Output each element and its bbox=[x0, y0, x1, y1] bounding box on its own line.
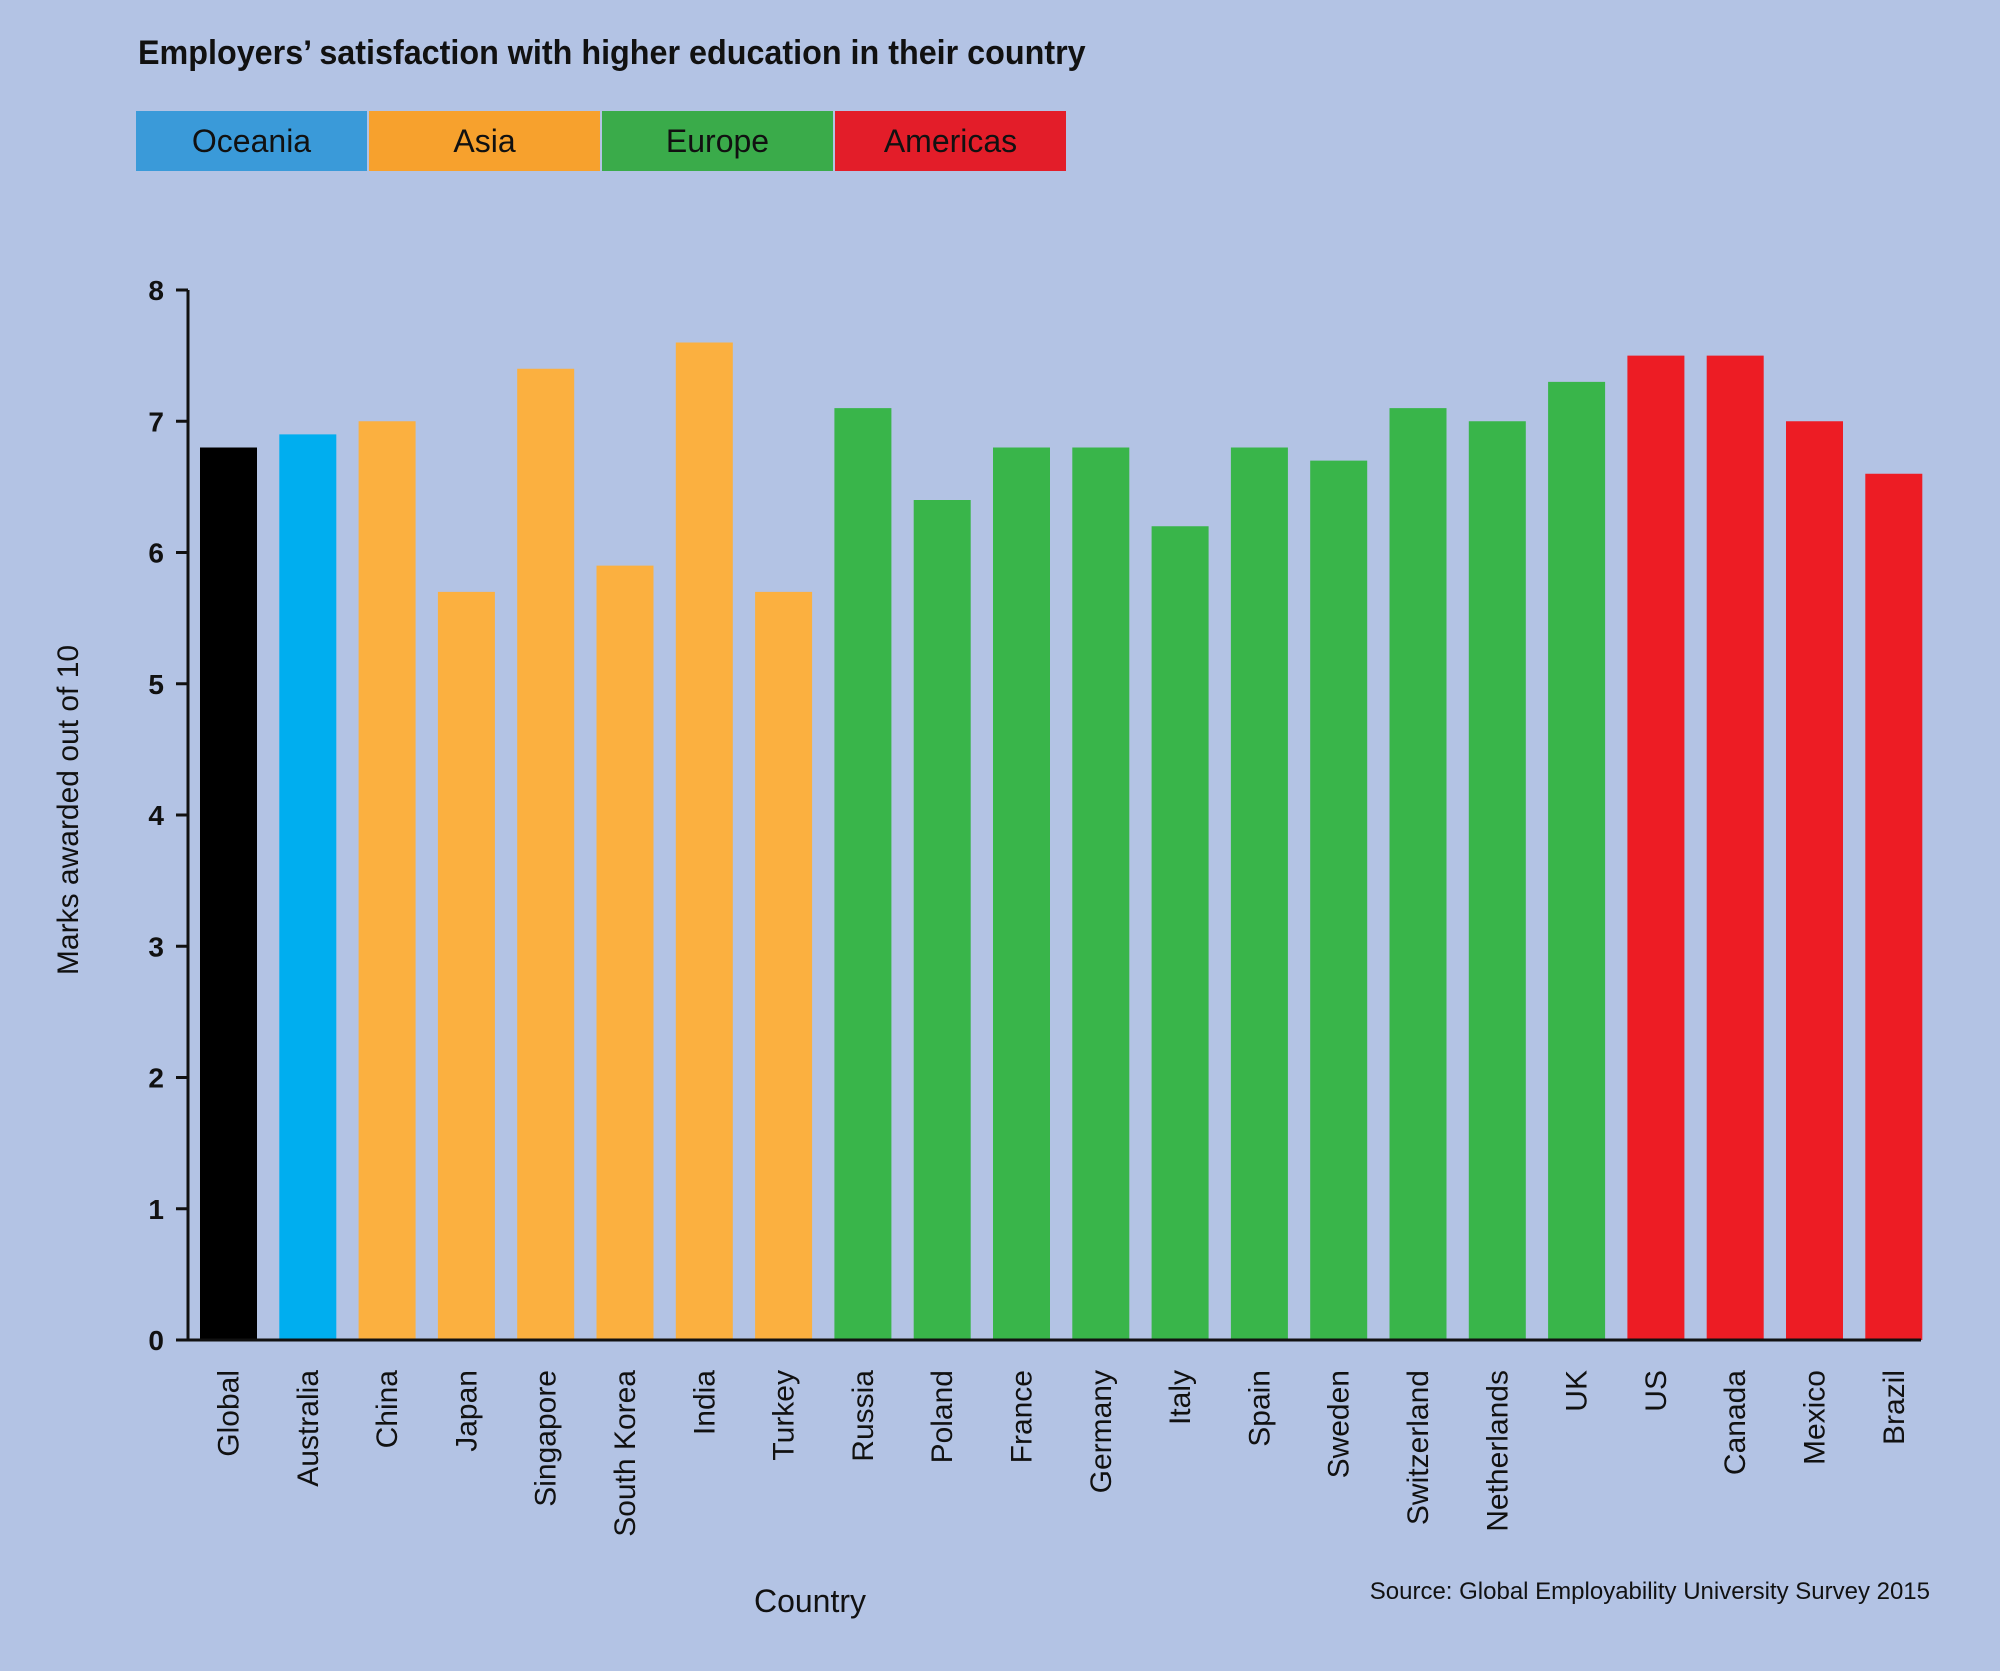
bar-brazil bbox=[1865, 473, 1923, 1340]
x-tick-label: Global bbox=[213, 1370, 246, 1457]
legend-item-asia: Asia bbox=[369, 111, 600, 171]
x-tick-label: UK bbox=[1561, 1370, 1594, 1412]
bar-mexico bbox=[1786, 421, 1843, 1340]
source-note: Source: Global Employability University … bbox=[1369, 1578, 1930, 1605]
bar-germany bbox=[1072, 447, 1130, 1340]
x-tick-label: Mexico bbox=[1799, 1370, 1832, 1465]
x-tick-label: Switzerland bbox=[1402, 1370, 1435, 1525]
chart-title: Employers’ satisfaction with higher educ… bbox=[138, 34, 1086, 72]
y-tick-label: 8 bbox=[148, 275, 164, 306]
bar-switzerland bbox=[1389, 408, 1447, 1340]
x-tick-label: Russia bbox=[847, 1370, 880, 1462]
bar-turkey bbox=[755, 591, 813, 1340]
bar-sweden bbox=[1310, 460, 1368, 1340]
bar-china bbox=[358, 421, 416, 1340]
bar-india bbox=[675, 342, 733, 1340]
x-tick-label: Australia bbox=[292, 1370, 325, 1487]
x-tick-label: US bbox=[1640, 1370, 1673, 1412]
y-tick-label: 3 bbox=[148, 931, 164, 962]
y-tick-label: 1 bbox=[148, 1194, 164, 1225]
x-tick-label: Poland bbox=[926, 1370, 959, 1463]
bars bbox=[200, 342, 1923, 1340]
x-tick-label: Japan bbox=[450, 1370, 483, 1452]
x-tick-label: Canada bbox=[1719, 1370, 1752, 1475]
legend: Oceania Asia Europe Americas bbox=[136, 111, 1068, 171]
bar-japan bbox=[437, 591, 495, 1340]
x-tick-label: Sweden bbox=[1323, 1370, 1356, 1478]
bar-uk bbox=[1548, 381, 1606, 1340]
x-axis-labels: Global Australia China Japan Singapore South … bbox=[213, 1370, 1911, 1537]
bar-italy bbox=[1151, 526, 1209, 1340]
bar-russia bbox=[834, 408, 892, 1340]
y-tick-label: 6 bbox=[148, 538, 164, 569]
x-tick-label: Italy bbox=[1164, 1370, 1197, 1425]
x-tick-label: South Korea bbox=[609, 1370, 642, 1537]
bar-australia bbox=[279, 434, 337, 1340]
bar-spain bbox=[1230, 447, 1288, 1340]
y-tick-label: 7 bbox=[148, 406, 164, 437]
bar-poland bbox=[913, 500, 971, 1340]
y-tick-label: 4 bbox=[148, 800, 164, 831]
x-tick-label: Spain bbox=[1243, 1370, 1276, 1447]
x-tick-label: Brazil bbox=[1878, 1370, 1911, 1445]
bar-us bbox=[1627, 355, 1685, 1340]
x-tick-label: China bbox=[371, 1370, 404, 1449]
x-axis-title: Country bbox=[754, 1583, 866, 1619]
y-axis-ticks: 0 1 2 3 4 5 6 7 8 bbox=[148, 275, 188, 1356]
legend-item-americas: Americas bbox=[835, 111, 1066, 171]
x-tick-label: Germany bbox=[1085, 1370, 1118, 1493]
bar-singapore bbox=[517, 368, 575, 1340]
bar-canada bbox=[1706, 355, 1764, 1340]
bar-france bbox=[993, 447, 1050, 1340]
y-tick-label: 0 bbox=[148, 1325, 164, 1356]
x-tick-label: Singapore bbox=[530, 1370, 563, 1507]
bar-global bbox=[200, 447, 257, 1340]
legend-item-oceania: Oceania bbox=[136, 111, 367, 171]
legend-item-europe: Europe bbox=[602, 111, 833, 171]
y-axis-title: Marks awarded out of 10 bbox=[52, 645, 85, 975]
y-tick-label: 2 bbox=[148, 1063, 164, 1094]
y-tick-label: 5 bbox=[148, 669, 164, 700]
x-tick-label: Netherlands bbox=[1481, 1370, 1514, 1532]
x-tick-label: Turkey bbox=[768, 1370, 801, 1461]
x-tick-label: France bbox=[1006, 1370, 1039, 1463]
bar-south-korea bbox=[596, 565, 654, 1340]
x-tick-label: India bbox=[688, 1370, 721, 1435]
bar-netherlands bbox=[1468, 421, 1526, 1340]
